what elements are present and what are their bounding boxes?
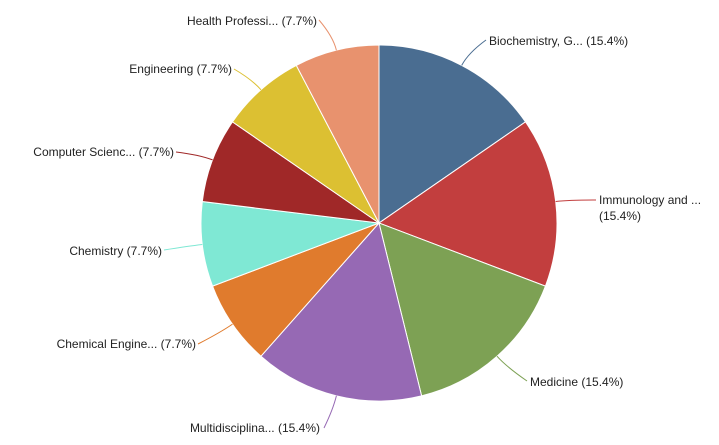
pie-label-1-line2: (15.4%) [599, 209, 641, 223]
pie-connector-5 [163, 244, 203, 251]
pie-label-7: Engineering (7.7%) [129, 62, 232, 76]
pie-label-1: Immunology and ... [599, 193, 701, 207]
pie-label-3: Multidisciplina... (15.4%) [190, 421, 320, 435]
pie-label-0: Biochemistry, G... (15.4%) [489, 34, 628, 48]
pie-label-6: Computer Scienc... (7.7%) [33, 145, 174, 159]
pie-label-8: Health Professi... (7.7%) [187, 14, 317, 28]
pie-connector-7 [233, 68, 262, 91]
pie-slice-1[interactable] [377, 121, 558, 287]
pie-label-4: Chemical Engine... (7.7%) [57, 337, 196, 351]
pie-connector-4 [197, 323, 233, 345]
pie-label-5: Chemistry (7.7%) [69, 244, 162, 258]
pie-connector-1 [555, 199, 597, 202]
pie-connector-6 [175, 151, 213, 161]
pie-connector-3 [323, 395, 337, 429]
pie-connector-8 [318, 19, 337, 51]
pie-label-2: Medicine (15.4%) [530, 375, 623, 389]
pie-connector-2 [496, 355, 528, 382]
pie-connector-0 [461, 39, 487, 66]
